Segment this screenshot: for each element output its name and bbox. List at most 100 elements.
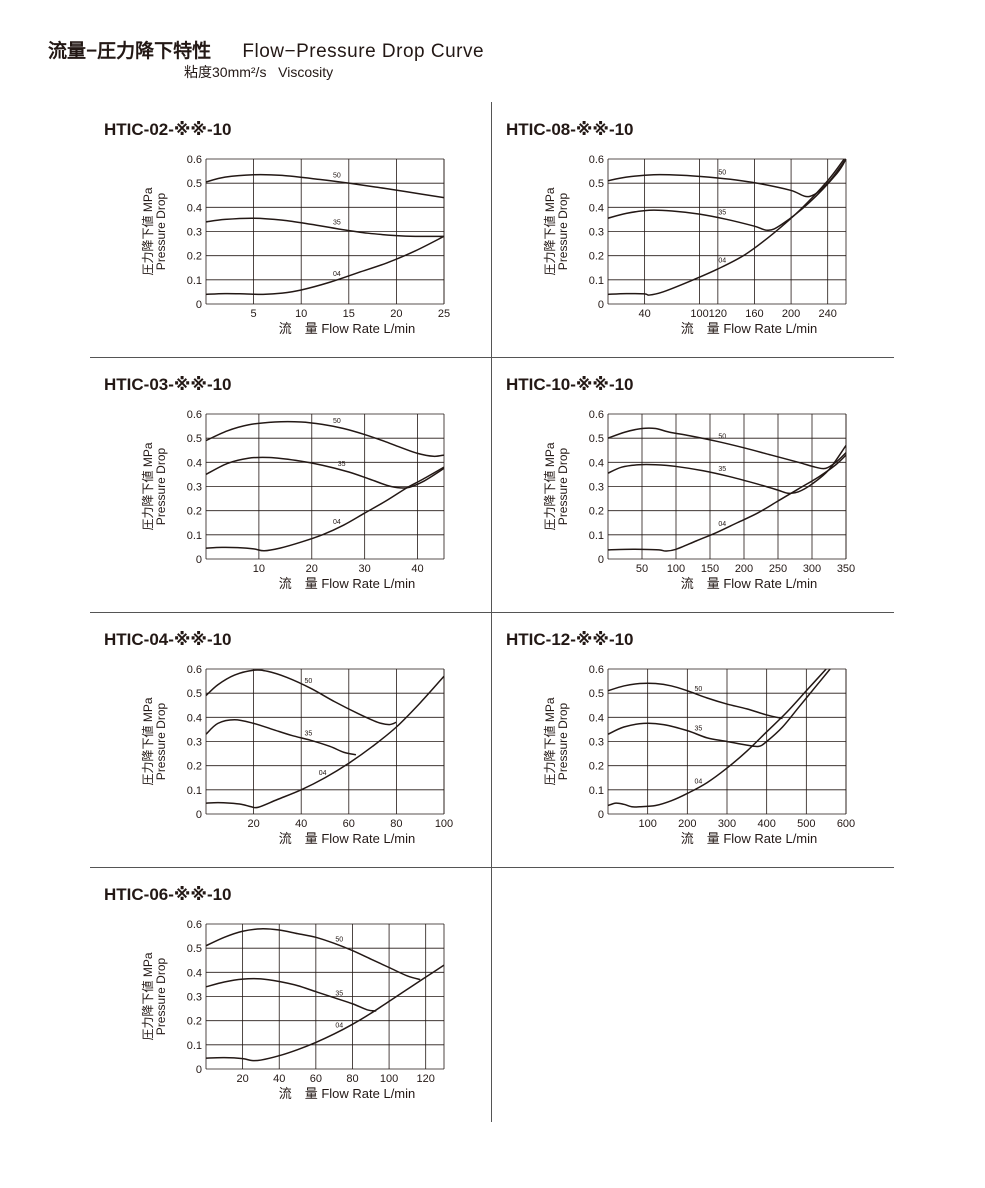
x-axis-label: 流 量 Flow Rate L/min xyxy=(681,831,818,846)
y-tick-label: 0 xyxy=(196,1064,202,1076)
y-tick-label: 0.2 xyxy=(187,251,202,263)
grid xyxy=(607,158,847,305)
y-tick-label: 0 xyxy=(196,299,202,311)
chart-svg: 0 0.1 0.2 0.3 0.4 0.5 0.6 5 10 15 20 25 圧力降下値 MPa Pre… xyxy=(140,154,450,336)
series-line-35 xyxy=(608,159,846,232)
x-axis-label: 流 量 Flow Rate L/min xyxy=(279,1086,416,1101)
x-tick-label: 600 xyxy=(837,818,855,830)
x-tick-label: 5 xyxy=(251,308,257,320)
x-tick-label: 15 xyxy=(343,308,355,320)
y-axis-label-en: Pressure Drop xyxy=(556,703,570,781)
x-tick-label: 150 xyxy=(701,563,719,575)
chart-title: HTIC-10-※※-10 xyxy=(506,375,634,394)
y-tick-label: 0.4 xyxy=(187,202,202,214)
y-axis-label: 圧力降下値 MPa Pressure Drop xyxy=(140,952,168,1040)
row-divider-1 xyxy=(90,357,894,358)
page-title-en: Flow−Pressure Drop Curve xyxy=(242,41,485,62)
y-axis-label-jp: 圧力降下値 MPa xyxy=(140,187,155,275)
series-line-04 xyxy=(608,159,845,296)
x-tick-label: 20 xyxy=(247,818,259,830)
chart-title: HTIC-06-※※-10 xyxy=(104,885,232,904)
y-axis-label-jp: 圧力降下値 MPa xyxy=(140,442,155,530)
series-line-50 xyxy=(608,682,783,720)
chart-svg: 0 0.1 0.2 0.3 0.4 0.5 0.6 20 40 60 80 100 120 圧力降下値 M… xyxy=(140,919,445,1101)
series-line-35 xyxy=(206,718,357,756)
y-tick-label: 0.5 xyxy=(589,178,604,190)
y-tick-label: 0.2 xyxy=(589,506,604,518)
row-divider-2 xyxy=(90,612,894,613)
y-tick-label: 0.2 xyxy=(187,1016,202,1028)
x-tick-label: 30 xyxy=(359,563,371,575)
series-label: 50 xyxy=(718,170,726,177)
x-tick-label: 40 xyxy=(273,1073,285,1085)
x-tick-label: 120 xyxy=(417,1073,435,1085)
x-axis-label: 流 量 Flow Rate L/min xyxy=(681,576,818,591)
x-tick-label: 20 xyxy=(390,308,402,320)
x-tick-label: 80 xyxy=(346,1073,358,1085)
y-tick-label: 0.5 xyxy=(589,433,604,445)
series-label: 35 xyxy=(304,731,312,738)
x-tick-label: 100 xyxy=(690,308,708,320)
x-tick-label: 160 xyxy=(745,308,763,320)
y-tick-label: 0 xyxy=(196,809,202,821)
x-tick-label: 100 xyxy=(638,818,656,830)
y-axis-label: 圧力降下値 MPa Pressure Drop xyxy=(542,442,570,530)
series-label: 04 xyxy=(718,258,726,265)
y-tick-label: 0.3 xyxy=(187,227,202,239)
y-tick-label: 0.5 xyxy=(589,688,604,700)
chart-svg: 0 0.1 0.2 0.3 0.4 0.5 0.6 50 100 150 200 250 300 350 圧… xyxy=(542,409,855,591)
x-tick-label: 40 xyxy=(638,308,650,320)
y-tick-label: 0.2 xyxy=(589,251,604,263)
y-tick-label: 0.3 xyxy=(187,992,202,1004)
y-axis-label-jp: 圧力降下値 MPa xyxy=(140,697,155,785)
y-axis-label-jp: 圧力降下値 MPa xyxy=(542,187,557,275)
grid xyxy=(205,158,445,305)
series-line-04 xyxy=(608,454,846,552)
y-tick-label: 0.1 xyxy=(589,530,604,542)
row-divider-3 xyxy=(90,867,894,868)
x-tick-label: 25 xyxy=(438,308,450,320)
x-tick-label: 350 xyxy=(837,563,855,575)
viscosity-jp: 粘度30mm²/s xyxy=(184,64,267,80)
series-line-50 xyxy=(608,159,846,198)
y-tick-label: 0.6 xyxy=(589,409,604,421)
grid xyxy=(205,413,445,560)
series-label: 50 xyxy=(304,678,312,685)
grid xyxy=(205,668,445,815)
series-line-50 xyxy=(206,420,444,458)
chart-panel: HTIC-04-※※-10 0 0.1 0.2 0.3 0.4 0.5 0.6 20 40 60 80… xyxy=(90,612,490,867)
y-tick-label: 0.3 xyxy=(589,482,604,494)
grid xyxy=(205,923,445,1070)
y-tick-label: 0.1 xyxy=(187,275,202,287)
series-label: 04 xyxy=(319,770,327,777)
y-tick-label: 0.3 xyxy=(589,227,604,239)
x-tick-label: 100 xyxy=(435,818,453,830)
grid xyxy=(607,413,847,560)
x-tick-label: 60 xyxy=(343,818,355,830)
x-tick-label: 400 xyxy=(757,818,775,830)
series-line-35 xyxy=(608,669,831,748)
y-tick-label: 0.2 xyxy=(187,506,202,518)
x-axis-label: 流 量 Flow Rate L/min xyxy=(279,321,416,336)
x-tick-label: 100 xyxy=(667,563,685,575)
chart-title: HTIC-12-※※-10 xyxy=(506,630,634,649)
y-tick-label: 0.1 xyxy=(187,1040,202,1052)
y-tick-label: 0.4 xyxy=(187,967,202,979)
chart-svg: 0 0.1 0.2 0.3 0.4 0.5 0.6 10 20 30 40 圧力降下値 MPa Pres… xyxy=(140,409,445,591)
x-tick-label: 250 xyxy=(769,563,787,575)
y-tick-label: 0.6 xyxy=(187,154,202,166)
series-label: 50 xyxy=(335,936,343,943)
y-tick-label: 0.2 xyxy=(187,761,202,773)
y-tick-label: 0.3 xyxy=(187,737,202,749)
y-tick-label: 0.2 xyxy=(589,761,604,773)
y-tick-label: 0 xyxy=(196,554,202,566)
x-tick-label: 200 xyxy=(678,818,696,830)
x-tick-label: 300 xyxy=(718,818,736,830)
chart-panel: HTIC-06-※※-10 0 0.1 0.2 0.3 0.4 0.5 0.6 20 40 60 80… xyxy=(90,867,490,1122)
y-tick-label: 0.5 xyxy=(187,178,202,190)
x-tick-label: 100 xyxy=(380,1073,398,1085)
series-label: 35 xyxy=(335,990,343,997)
y-axis-label-en: Pressure Drop xyxy=(154,958,168,1036)
y-tick-label: 0.6 xyxy=(589,664,604,676)
y-tick-label: 0.4 xyxy=(589,712,604,724)
